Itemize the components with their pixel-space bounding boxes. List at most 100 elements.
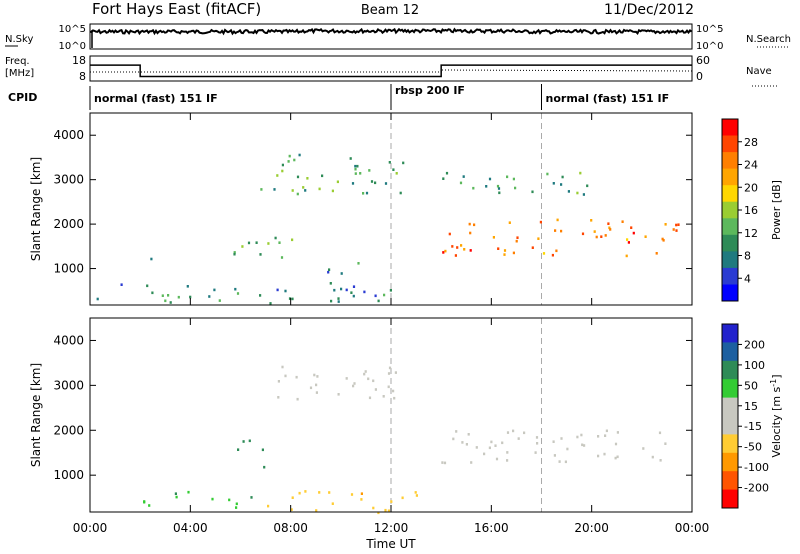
power-cell (330, 299, 333, 303)
power-cell (552, 182, 555, 185)
power-cell (281, 163, 284, 167)
velocity-colorbar-label-sup: -1 (769, 379, 778, 387)
velocity-cell (388, 366, 392, 370)
freq-label-line1: Freq. (5, 56, 30, 67)
velocity-cell (382, 395, 385, 398)
velocity-colorbar-outline (721, 323, 739, 509)
power-cell (514, 186, 517, 190)
power-cell (608, 226, 611, 230)
velocity-cell (553, 454, 556, 457)
velocity-cell (452, 437, 455, 441)
velocity-cell (318, 491, 321, 494)
velocity-colorbar-swatch (722, 360, 738, 380)
velocity-cell (304, 490, 307, 493)
power-cell (296, 192, 299, 196)
power-cell (146, 284, 149, 288)
power-cell (497, 187, 501, 190)
power-cell (542, 252, 546, 255)
power-cell (273, 188, 276, 191)
velocity-cell (390, 500, 393, 503)
velocity-cell (536, 442, 539, 445)
velocity-cell (614, 456, 617, 460)
freq-tick-top: 18 (72, 54, 86, 67)
power-cell (357, 262, 360, 265)
velocity-cell (616, 455, 619, 459)
power-panel-ytick-label: 2000 (53, 217, 84, 231)
power-colorbar-swatch (722, 267, 738, 285)
velocity-cell (377, 511, 380, 515)
power-cell (337, 300, 340, 303)
power-cell (537, 237, 540, 240)
velocity-cell (506, 431, 510, 434)
power-cell (274, 236, 277, 240)
power-cell (384, 182, 388, 185)
cpid-label: CPID (8, 91, 37, 104)
power-cell (302, 186, 305, 189)
freq-label-line2: [MHz] (5, 68, 34, 79)
power-cell (459, 181, 463, 185)
frequency-trace (90, 64, 692, 78)
power-cell (389, 289, 392, 292)
velocity-cell (175, 495, 178, 499)
xaxis-label: Time UT (365, 537, 416, 551)
velocity-cell (364, 370, 367, 373)
power-cell (150, 257, 153, 261)
power-cell (664, 223, 667, 226)
velocity-cell (455, 430, 458, 433)
velocity-cell (401, 496, 404, 500)
power-cell (388, 161, 391, 164)
power-cell (590, 219, 593, 222)
power-cell (655, 252, 658, 255)
power-cell (399, 191, 402, 195)
power-cell (306, 177, 309, 180)
velocity-cell (228, 498, 231, 502)
power-cell (512, 251, 515, 255)
velocity-cell (248, 439, 251, 443)
power-cell (291, 297, 294, 301)
power-cell (349, 157, 352, 160)
power-cell (233, 252, 236, 256)
power-cell (377, 299, 380, 303)
power-panel-ytick-label: 3000 (53, 173, 84, 187)
power-cell (498, 191, 501, 195)
power-cell (236, 292, 240, 295)
velocity-cell (290, 508, 293, 511)
power-cell (630, 226, 633, 229)
power-cell (644, 235, 647, 238)
power-cell (582, 193, 585, 196)
velocity-cell (614, 442, 618, 446)
cpid-segment-2: normal (fast) 151 IF (546, 92, 670, 105)
velocity-cell (350, 493, 354, 496)
velocity-cell (331, 502, 334, 505)
velocity-cell (603, 452, 606, 456)
power-cell (560, 183, 563, 186)
power-colorbar-label: Power [dB] (770, 180, 783, 240)
xtick-label: 00:00 (675, 521, 710, 535)
velocity-cell (465, 443, 468, 446)
velocity-colorbar-tick: -200 (744, 482, 769, 495)
power-colorbar-tick: 8 (744, 250, 751, 263)
power-cell (531, 246, 534, 249)
velocity-cell (187, 490, 190, 494)
velocity-cell (211, 497, 214, 501)
power-colorbar-swatch (722, 218, 738, 236)
velocity-cell (360, 492, 363, 495)
power-cell (350, 291, 353, 294)
power-cell (512, 177, 515, 181)
power-cell (473, 223, 476, 227)
xtick-label: 00:00 (73, 521, 108, 535)
power-cell (259, 294, 262, 297)
power-colorbar-swatch (722, 201, 738, 219)
power-cell (327, 270, 330, 274)
velocity-cell (658, 431, 662, 435)
velocity-colorbar-swatch (722, 434, 738, 454)
power-cell (469, 231, 472, 235)
power-cell (304, 189, 307, 192)
power-cell (506, 175, 509, 179)
station-title: Fort Hays East (fitACF) (92, 0, 261, 18)
power-cell (255, 241, 258, 244)
power-cell (469, 249, 472, 252)
power-cell (151, 291, 154, 295)
power-cell (234, 287, 237, 291)
velocity-panel-ytick-label: 4000 (53, 333, 84, 347)
